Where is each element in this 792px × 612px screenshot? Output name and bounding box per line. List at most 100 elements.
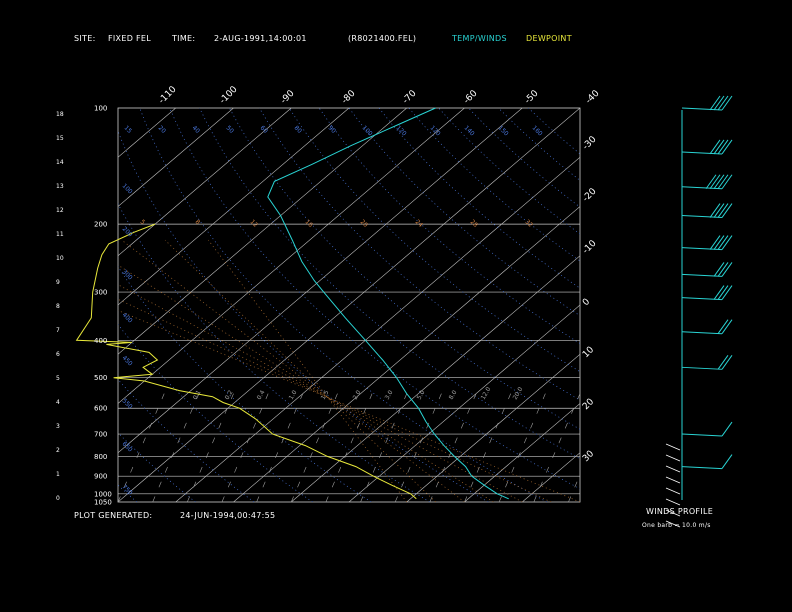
grid (117, 107, 581, 503)
lower-wind-barb (665, 487, 681, 495)
wind-barb (717, 262, 729, 277)
time-label: TIME: (172, 34, 196, 43)
wind-barb (709, 174, 721, 190)
mixing-ratio-line (118, 393, 165, 502)
moist-adiabat (118, 284, 523, 502)
mixing-ratio-mid-label: 2.0 (352, 389, 363, 401)
mixing-ratio-mid-label: 3.0 (384, 389, 395, 401)
wind-barb (709, 95, 721, 111)
wind-shaft (681, 331, 723, 335)
isotherm-line (175, 156, 580, 502)
mixing-ratio-top-label: 20 (157, 124, 167, 134)
wind-barb (713, 139, 725, 155)
pressure-tick-label: 900 (94, 473, 107, 481)
moist-adiabat (118, 310, 580, 502)
isotherm-line (118, 108, 580, 502)
lower-wind-barb (665, 509, 681, 517)
height-tick-label: 11 (56, 231, 64, 238)
isotherm-line (118, 108, 465, 404)
adiabat-label: 5 (139, 218, 147, 226)
adiabat-label: 20 (359, 218, 369, 228)
height-tick-label: 6 (56, 351, 60, 358)
clipped-grid (118, 108, 580, 502)
mixing-ratio-line (568, 474, 580, 502)
temperature-line (267, 107, 509, 500)
isotherm-line (118, 108, 407, 355)
wind-barb (713, 262, 725, 277)
mixing-ratio-line (498, 393, 546, 502)
wind-barb (709, 203, 721, 218)
height-tick-label: 15 (56, 135, 64, 142)
pressure-tick-label: 800 (94, 453, 107, 461)
lower-wind-barb (665, 476, 681, 484)
height-tick-label: 2 (56, 447, 60, 454)
wind-shaft (681, 466, 723, 470)
lower-wind-barb (665, 498, 681, 506)
wind-barb (717, 203, 729, 218)
mixing-ratio-line (533, 393, 580, 502)
height-tick-label: 9 (56, 279, 60, 286)
wind-barb (721, 174, 733, 190)
wind-barb (717, 139, 729, 155)
height-tick-label: 3 (56, 423, 60, 430)
lower-wind-barb (665, 454, 681, 462)
wind-barb (705, 174, 717, 190)
wind-barb (721, 285, 733, 300)
barb-note: One barb = 10.0 m/s (642, 522, 711, 529)
mixing-ratio-mid-label: 5.0 (416, 389, 427, 401)
wind-barb (709, 139, 721, 155)
lower-wind-barb (665, 443, 681, 451)
wind-barb (717, 285, 729, 300)
wind-shaft (681, 297, 723, 301)
mixing-ratio-top-label: 80 (293, 124, 303, 134)
isotherm-line (406, 353, 580, 502)
isotherm-line (118, 108, 234, 207)
isotherm-line (233, 206, 580, 502)
wind-barb (713, 203, 725, 218)
height-tick-label: 14 (56, 159, 64, 166)
lower-wind-barb (665, 520, 681, 528)
wind-barb (721, 139, 733, 155)
wind-barb (713, 235, 725, 250)
moist-adiabat (118, 264, 494, 502)
moist-adiabat (118, 298, 552, 502)
wind-shaft (681, 366, 723, 370)
dry-adiabat (118, 130, 489, 502)
mixing-ratio-line (325, 393, 373, 502)
wind-barb (721, 235, 733, 250)
adiabat-label: 12 (249, 218, 259, 228)
isotherm-line (118, 108, 523, 454)
winds-profile-title: WINDS PROFILE (646, 507, 714, 516)
mixing-ratio-line (429, 393, 477, 502)
wind-barb (717, 235, 729, 250)
adiabat-label: 16 (304, 218, 314, 228)
pressure-tick-label: 300 (94, 289, 107, 297)
mixing-ratio-top-label: 40 (191, 124, 201, 134)
pressure-tick-label: 100 (94, 105, 107, 113)
mixing-ratio-mid-label: 1.5 (320, 389, 331, 401)
wind-shaft (681, 247, 723, 251)
wind-shaft (681, 433, 723, 437)
height-tick-label: 4 (56, 399, 60, 406)
adiabat-label: 32 (524, 218, 534, 228)
wind-barb (721, 203, 733, 218)
mixing-ratio-line (221, 393, 269, 502)
legend-dewpoint: DEWPOINT (526, 34, 572, 43)
height-tick-label: 5 (56, 375, 60, 382)
wind-shaft (681, 273, 723, 277)
height-tick-label: 18 (56, 111, 64, 118)
height-tick-label: 13 (56, 183, 64, 190)
time-value: 2-AUG-1991,14:00:01 (214, 34, 307, 43)
height-tick-label: 8 (56, 303, 60, 310)
pressure-tick-label: 1000 (94, 490, 112, 498)
adiabat-label: 28 (469, 218, 479, 228)
wind-barb (713, 174, 725, 190)
mixing-ratio-line (256, 393, 304, 502)
dry-adiabat (288, 108, 580, 373)
moist-adiabat (121, 239, 465, 502)
adiabat-label: 8 (194, 218, 202, 226)
pressure-tick-label: 1050 (94, 499, 112, 507)
isotherm-line (291, 255, 580, 502)
